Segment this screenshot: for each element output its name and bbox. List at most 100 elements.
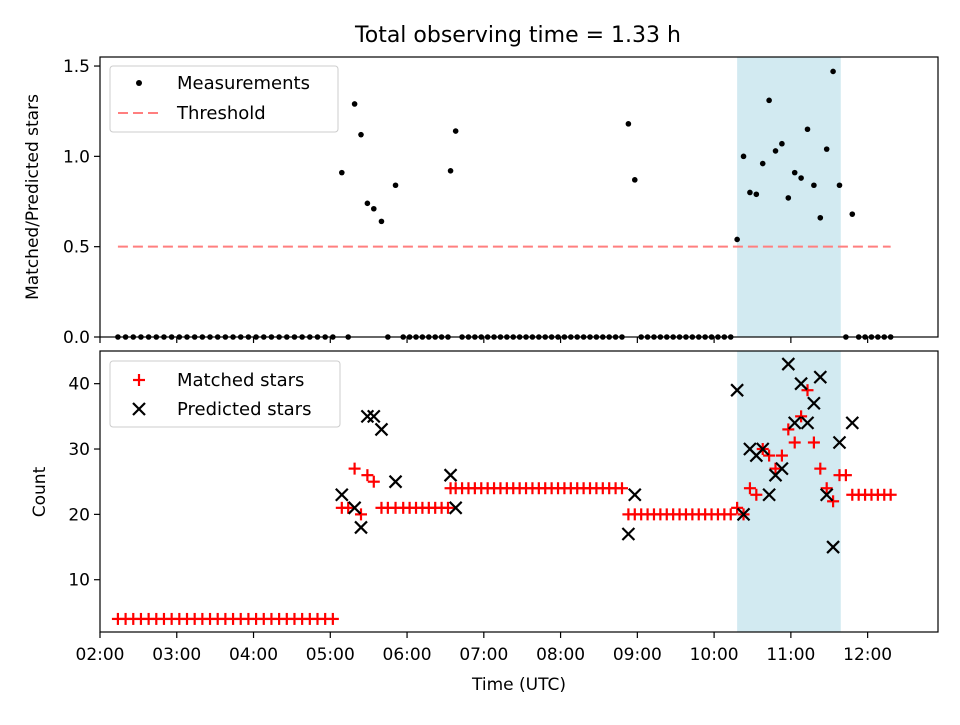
measurement-point xyxy=(804,126,811,133)
top-y-tick-label: 1.5 xyxy=(63,57,90,77)
x-tick-label: 04:00 xyxy=(229,645,278,665)
predicted-point xyxy=(845,416,860,430)
measurement-point xyxy=(836,182,843,189)
legend-measurements-label: Measurements xyxy=(177,73,310,94)
x-tick-label: 10:00 xyxy=(690,645,739,665)
x-tick-label: 07:00 xyxy=(459,645,508,665)
measurement-point xyxy=(830,68,836,75)
predicted-point xyxy=(813,370,828,384)
x-tick-label: 05:00 xyxy=(306,645,355,665)
predicted-points xyxy=(335,357,860,554)
bottom-y-label: Count xyxy=(30,466,50,517)
predicted-point xyxy=(443,468,458,482)
matched-point xyxy=(769,462,782,475)
matched-point xyxy=(788,436,801,449)
top-legend-box xyxy=(109,65,339,133)
measurement-point xyxy=(378,218,385,225)
matched-point xyxy=(367,475,380,488)
x-tick-label: 02:00 xyxy=(76,645,125,665)
top-x-ticks xyxy=(99,337,869,343)
bottom-y-tick-label: 20 xyxy=(68,505,90,525)
predicted-point xyxy=(832,435,847,450)
bottom-legend: Matched stars Predicted stars xyxy=(109,360,341,428)
measurement-point xyxy=(817,214,824,221)
top-y-tick-label: 0.0 xyxy=(63,328,90,348)
legend-matched-marker xyxy=(133,374,145,386)
x-tick-label: 08:00 xyxy=(536,645,585,665)
predicted-point xyxy=(819,487,834,502)
predicted-point xyxy=(775,461,789,476)
top-y-tick-label: 1.0 xyxy=(63,147,90,167)
predicted-point xyxy=(628,487,642,502)
x-tick-label: 06:00 xyxy=(383,645,432,665)
legend-predicted-marker xyxy=(132,402,146,416)
predicted-point xyxy=(787,416,802,430)
matched-point xyxy=(801,384,814,397)
measurement-point xyxy=(753,191,760,198)
predicted-point xyxy=(762,487,776,502)
bottom-y-tick-label: 30 xyxy=(68,440,90,460)
measurement-point xyxy=(849,211,856,217)
matched-point xyxy=(884,488,897,501)
matched-point xyxy=(348,462,361,475)
measurement-point xyxy=(339,169,345,176)
measurement-point xyxy=(370,205,377,212)
top-y-tick-label: 0.5 xyxy=(63,238,90,258)
matched-point xyxy=(441,501,454,514)
matched-point xyxy=(731,501,744,514)
x-tick-label: 09:00 xyxy=(613,645,662,665)
predicted-point xyxy=(781,357,796,371)
measurement-point xyxy=(779,140,785,147)
matched-point xyxy=(827,495,840,508)
measurement-point xyxy=(740,153,747,160)
predicted-point xyxy=(347,501,362,515)
legend-threshold-label: Threshold xyxy=(176,103,266,124)
predicted-point xyxy=(335,487,349,502)
measurement-point xyxy=(747,189,753,196)
bottom-y-axis: 10 20 30 40 xyxy=(68,375,100,591)
x-tick-label: 11:00 xyxy=(766,645,815,665)
measurement-point xyxy=(811,182,817,189)
measurement-point xyxy=(447,168,454,174)
legend-matched-label: Matched stars xyxy=(177,370,304,391)
top-panel: 0.0 0.5 1.0 1.5 Matched/Predicted stars Mea… xyxy=(23,56,939,348)
measurement-point xyxy=(734,236,740,243)
measurement-point xyxy=(772,148,779,154)
bottom-panel-frame xyxy=(99,350,939,633)
measurement-point xyxy=(798,175,804,181)
matched-point xyxy=(839,469,852,482)
bottom-x-axis: 02:00 03:00 04:00 05:00 06:00 07:00 08:00 09:00… xyxy=(76,632,892,665)
predicted-point xyxy=(448,501,463,515)
predicted-point xyxy=(755,442,770,456)
matched-point xyxy=(814,462,827,475)
matched-point xyxy=(763,449,776,462)
predicted-point xyxy=(374,422,389,437)
matched-point xyxy=(342,501,355,514)
matched-point xyxy=(326,612,339,625)
x-tick-label: 12:00 xyxy=(843,645,892,665)
measurement-point xyxy=(766,97,772,104)
x-tick-label: 03:00 xyxy=(152,645,201,665)
matched-point xyxy=(354,508,367,521)
measurement-point xyxy=(625,121,632,127)
matched-point xyxy=(795,410,808,423)
matched-point xyxy=(615,482,628,495)
predicted-point xyxy=(794,376,808,391)
top-legend: Measurements Threshold xyxy=(109,65,339,133)
matched-point xyxy=(750,488,763,501)
measurement-point xyxy=(364,200,371,207)
predicted-point xyxy=(826,540,840,554)
predicted-point xyxy=(388,474,403,489)
predicted-point xyxy=(800,416,815,430)
top-y-label: Matched/Predicted stars xyxy=(23,94,43,300)
measurement-point xyxy=(759,160,766,167)
predicted-point xyxy=(367,409,381,424)
top-panel-frame xyxy=(99,56,939,338)
top-y-axis: 0.0 0.5 1.0 1.5 xyxy=(63,57,100,348)
predicted-point xyxy=(354,520,368,535)
chart-title: Total observing time = 1.33 h xyxy=(354,23,681,48)
predicted-point xyxy=(736,507,751,522)
bottom-y-tick-label: 10 xyxy=(68,571,90,591)
matched-point xyxy=(361,469,374,482)
